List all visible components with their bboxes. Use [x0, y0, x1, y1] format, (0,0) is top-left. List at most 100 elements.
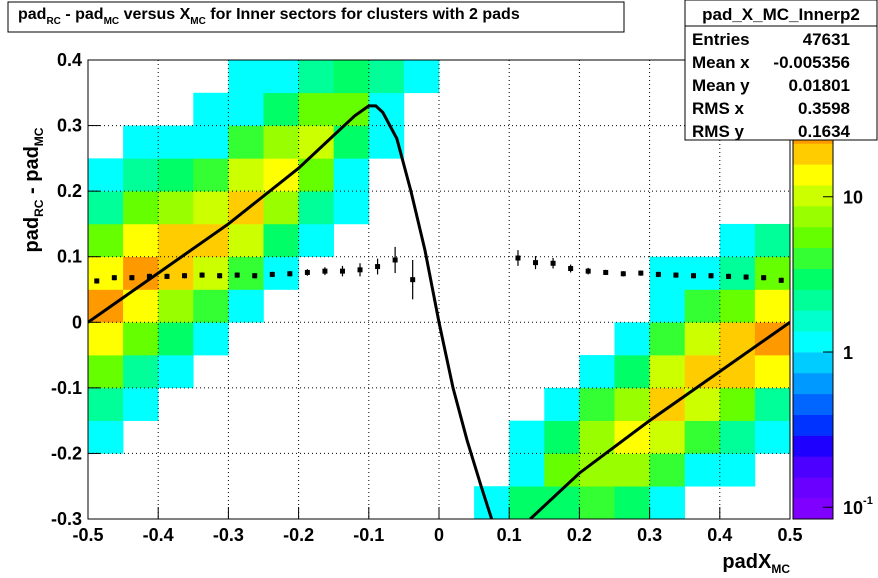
color-bar-step	[793, 435, 833, 457]
heatmap-cell	[123, 223, 159, 258]
profile-point	[515, 255, 521, 261]
z-tick-label: 10	[843, 188, 863, 208]
heatmap-cell	[649, 322, 685, 356]
heatmap-cell	[579, 355, 615, 389]
heatmap-cell	[298, 191, 334, 225]
title-text: versus X	[119, 6, 190, 23]
profile-point	[339, 268, 345, 274]
profile-point	[146, 273, 152, 279]
heatmap-cell	[684, 453, 721, 487]
heatmap-cell	[684, 256, 721, 290]
color-bar-step	[793, 268, 833, 290]
ylabel-text: pad	[21, 217, 43, 253]
stats-value: 0.01801	[789, 76, 850, 95]
x-axis-label: padXMC	[722, 551, 790, 576]
overlay	[88, 104, 790, 519]
heatmap-cell	[263, 125, 299, 159]
heatmap-cell	[719, 387, 756, 421]
profile-point	[164, 273, 170, 279]
z-tick-base: 10	[843, 188, 863, 208]
profile-point	[761, 275, 767, 281]
heatmap-cell	[158, 289, 194, 323]
z-tick-base: 1	[843, 343, 853, 363]
heatmap-cell	[649, 289, 685, 323]
heatmap-cell	[298, 60, 334, 94]
color-bar-step	[793, 372, 833, 395]
y-tick-label: -0.1	[51, 378, 82, 398]
axes: -0.5 -0.4 -0.3 -0.2 -0.1 0 0.1 0.2 0.3 0.4 0.5 -0.3…	[51, 50, 803, 545]
title-subscript: MC	[190, 16, 206, 27]
y-tick-label: 0.3	[57, 116, 82, 136]
heatmap-cell	[228, 60, 264, 94]
heatmap-cell	[123, 125, 159, 159]
stats-value: 0.1634	[798, 122, 851, 141]
y-axis-label: padRC - padMC	[21, 127, 46, 252]
heatmap-cell	[88, 387, 124, 421]
profile-point	[620, 271, 626, 277]
heatmap-cell	[193, 256, 229, 290]
heatmap-cell	[579, 387, 615, 421]
stats-label: Entries	[692, 30, 750, 49]
heatmap-cell	[614, 322, 650, 356]
x-tick-label: -0.5	[72, 525, 103, 545]
xlabel-subscript: MC	[771, 562, 790, 576]
color-bar-step	[793, 143, 833, 165]
heatmap-cell	[158, 355, 194, 389]
color-bar-step	[793, 414, 833, 436]
heatmap-cell	[193, 125, 229, 159]
heatmap-cell	[228, 289, 264, 323]
profile-point	[726, 273, 732, 279]
color-bar-step	[793, 477, 833, 499]
heatmap-cell	[544, 453, 580, 487]
heatmap-cell	[509, 486, 545, 519]
title-box	[7, 1, 625, 33]
stats-title: pad_X_MC_Innerp2	[702, 5, 860, 24]
heatmap-cell	[719, 256, 756, 290]
xlabel-text: padX	[722, 551, 772, 573]
x-tick-label: -0.1	[353, 525, 384, 545]
stats-label: Mean x	[692, 53, 750, 72]
profile-point	[690, 273, 696, 279]
heatmap-cell	[193, 322, 229, 356]
heatmap-cell	[88, 223, 124, 258]
heatmap-cell	[614, 355, 650, 389]
profile-point	[375, 264, 381, 270]
heatmap-cell	[123, 158, 159, 192]
heatmap-cell	[158, 322, 194, 356]
profile-point	[585, 268, 591, 274]
y-tick-label: 0	[72, 312, 82, 332]
heatmap-cell	[403, 60, 440, 94]
stats-value: 47631	[803, 30, 850, 49]
heatmap-cell	[333, 191, 370, 225]
x-tick-label: -0.2	[283, 525, 314, 545]
heatmap-cell	[614, 453, 650, 487]
color-bar-step	[793, 289, 833, 311]
x-tick-label: 0.3	[637, 525, 662, 545]
heatmap-cell	[614, 387, 650, 421]
heatmap-cell	[754, 223, 790, 258]
heatmap-cell	[263, 92, 299, 126]
profile-point	[743, 274, 749, 280]
profile-point	[638, 270, 644, 276]
profile-point	[357, 267, 363, 273]
heatmap-cell	[333, 158, 370, 192]
x-tick-label: 0.1	[497, 525, 522, 545]
heatmap-cell	[754, 387, 790, 421]
stats-value: 0.3598	[798, 99, 850, 118]
heatmap-cell	[193, 92, 229, 126]
heatmap-cell	[88, 158, 124, 192]
heatmap-cell	[158, 125, 194, 159]
heatmap-cell	[88, 322, 124, 356]
heatmap-cell	[123, 355, 159, 389]
y-tick-label: -0.3	[51, 509, 82, 529]
x-tick-label: 0	[434, 525, 444, 545]
heatmap-cell	[228, 158, 264, 192]
y-tick-label: 0.2	[57, 181, 82, 201]
ylabel-subscript: MC	[32, 127, 46, 146]
heatmap-cell	[684, 420, 721, 454]
title-text: - pad	[61, 6, 104, 23]
profile-point	[673, 272, 679, 278]
heatmap-cell	[333, 60, 370, 94]
heatmap-cell	[123, 322, 159, 356]
heatmap-cell	[684, 322, 721, 356]
